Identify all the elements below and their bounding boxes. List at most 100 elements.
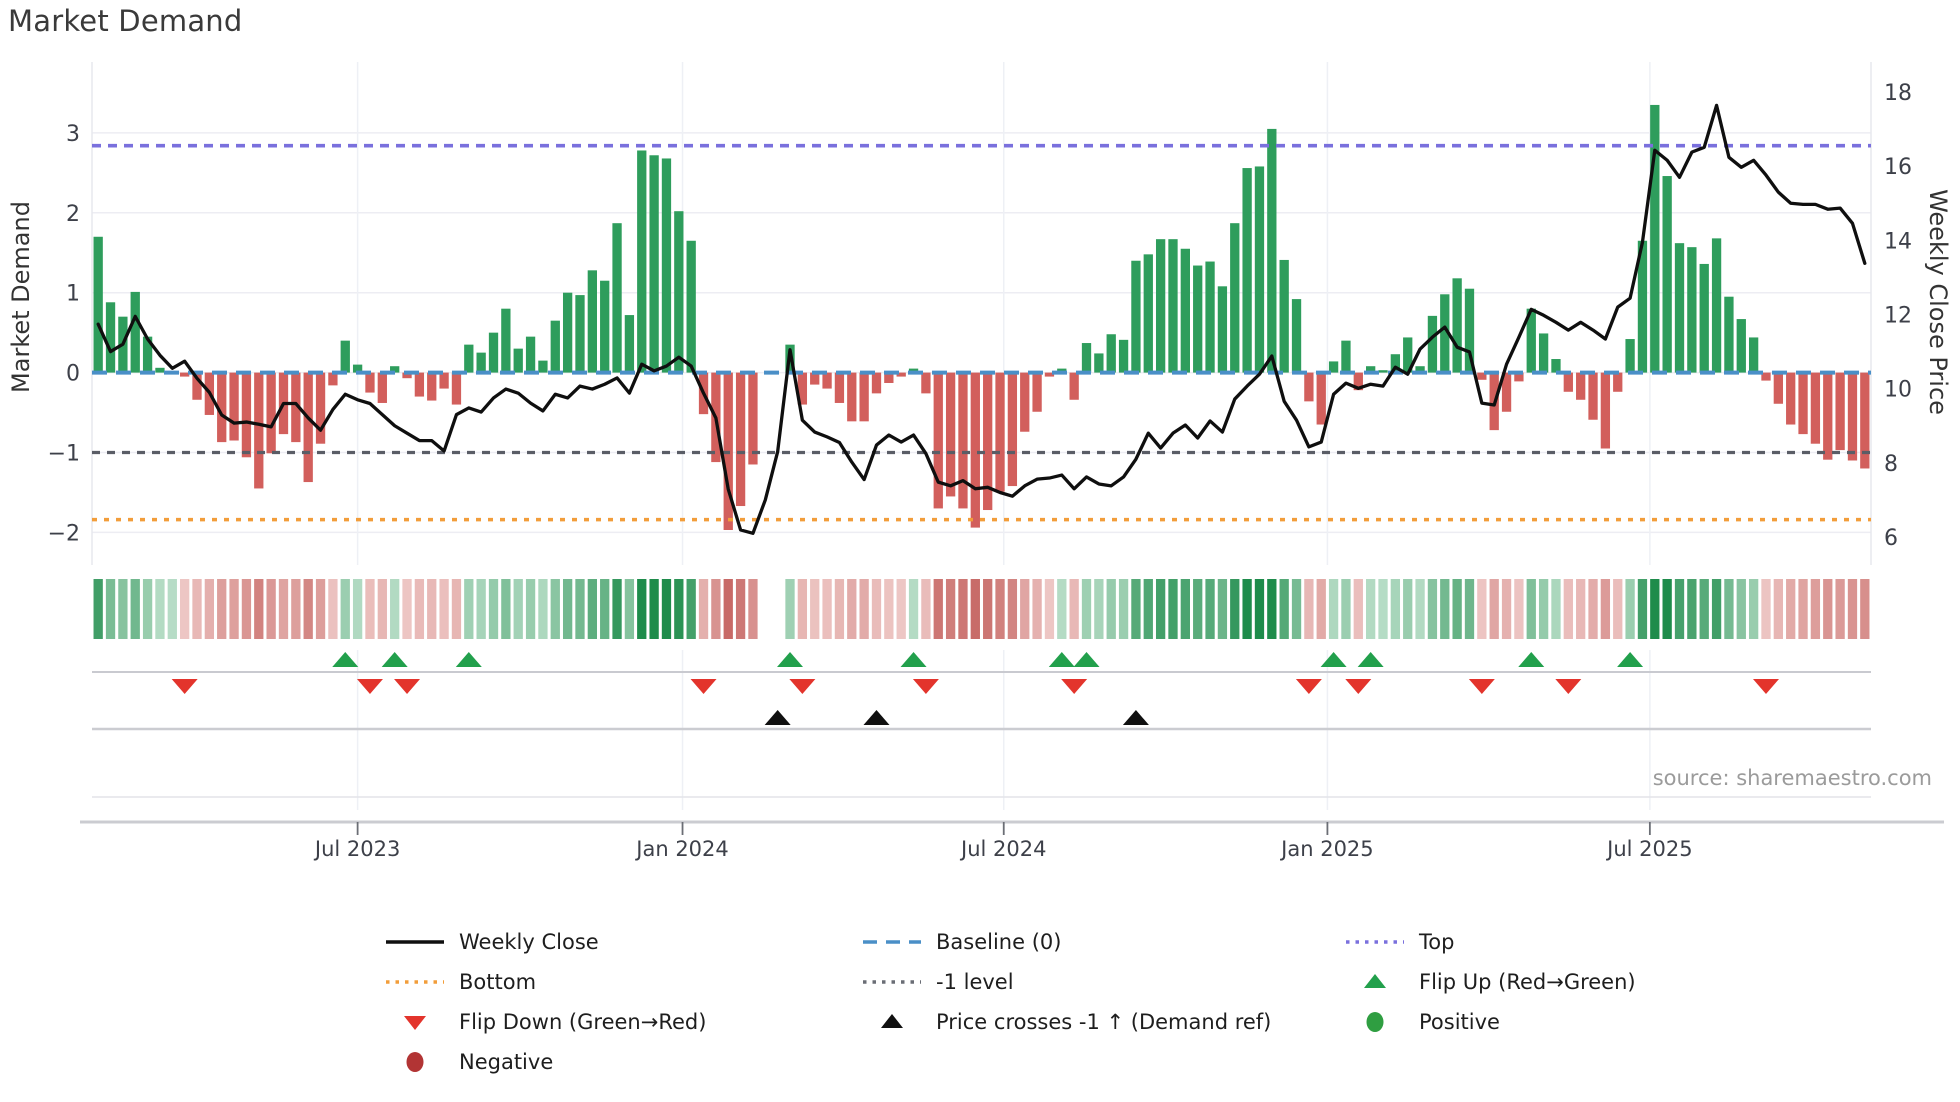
demand-bar bbox=[402, 372, 412, 379]
demand-bar bbox=[1724, 296, 1734, 373]
heatmap-cell bbox=[822, 579, 832, 639]
demand-bar bbox=[340, 340, 350, 373]
heatmap-cell bbox=[1773, 579, 1783, 639]
heatmap-cell bbox=[1106, 579, 1116, 639]
demand-bar bbox=[1279, 259, 1289, 373]
heatmap-cell bbox=[1131, 579, 1141, 639]
heatmap-cell bbox=[810, 579, 820, 639]
demand-bar bbox=[1205, 261, 1215, 373]
demand-bar bbox=[1267, 128, 1277, 373]
demand-bar bbox=[303, 372, 313, 483]
heatmap-cell bbox=[1230, 579, 1240, 639]
heatmap-cell bbox=[1193, 579, 1203, 639]
right-tick-label: 14 bbox=[1884, 229, 1912, 254]
demand-bars bbox=[93, 104, 1870, 531]
heatmap-cell bbox=[142, 579, 153, 639]
page-title: Market Demand bbox=[8, 4, 243, 38]
heatmap-cell bbox=[1613, 579, 1623, 639]
heatmap-cell bbox=[538, 579, 548, 639]
heatmap-cell bbox=[1489, 579, 1499, 639]
price-cross-marker bbox=[1122, 710, 1149, 725]
demand-bar bbox=[130, 291, 140, 373]
flip-down-marker bbox=[1061, 679, 1088, 694]
heatmap-cell bbox=[1353, 579, 1363, 639]
heatmap-cell bbox=[995, 579, 1005, 639]
flip-down-marker bbox=[171, 679, 198, 694]
demand-bar bbox=[600, 280, 610, 373]
flip-down-marker bbox=[394, 679, 421, 694]
heatmap-strip bbox=[93, 579, 1870, 639]
heatmap-cell bbox=[513, 579, 523, 639]
demand-bar bbox=[1761, 372, 1771, 381]
heatmap-cell bbox=[797, 579, 808, 639]
weekly-close-line bbox=[96, 103, 1867, 535]
price-cross-marker bbox=[863, 710, 890, 725]
demand-bar bbox=[575, 295, 585, 373]
heatmap-cell bbox=[315, 579, 326, 639]
heatmap-cell bbox=[958, 579, 968, 639]
demand-bar bbox=[142, 336, 153, 373]
demand-bar bbox=[414, 372, 425, 397]
heatmap-cell bbox=[637, 579, 647, 639]
demand-bar bbox=[1378, 370, 1388, 373]
heatmap-cell bbox=[266, 579, 276, 639]
demand-bar bbox=[871, 372, 882, 394]
demand-bar bbox=[105, 302, 116, 373]
heatmap-cell bbox=[1835, 579, 1845, 639]
demand-bar bbox=[1390, 354, 1401, 373]
heatmap-cell bbox=[1118, 579, 1129, 639]
demand-bar bbox=[1217, 286, 1228, 373]
x-axis-tick-label: Jan 2025 bbox=[1279, 837, 1374, 861]
demand-bar bbox=[1168, 239, 1178, 373]
heatmap-cell bbox=[1415, 579, 1425, 639]
demand-bar bbox=[1860, 372, 1870, 469]
demand-bar bbox=[1501, 372, 1512, 412]
flip-up-marker bbox=[381, 652, 408, 667]
heatmap-cell bbox=[439, 579, 449, 639]
heatmap-cell bbox=[1650, 579, 1660, 639]
heatmap-cell bbox=[291, 579, 301, 639]
flip-down-marker bbox=[690, 679, 717, 694]
demand-bar bbox=[315, 372, 326, 444]
heatmap-cell bbox=[1464, 579, 1475, 639]
heatmap-cell bbox=[1267, 579, 1277, 639]
heatmap-cell bbox=[1403, 579, 1413, 639]
demand-bar bbox=[1403, 337, 1413, 373]
demand-bar bbox=[748, 372, 758, 465]
heatmap-cell bbox=[649, 579, 659, 639]
demand-bar bbox=[822, 372, 832, 389]
heatmap-cell bbox=[390, 579, 400, 639]
demand-bar bbox=[1736, 319, 1746, 373]
heatmap-cell bbox=[303, 579, 313, 639]
demand-bar bbox=[1477, 372, 1487, 380]
demand-bar bbox=[217, 372, 227, 443]
heatmap-cell bbox=[1538, 579, 1549, 639]
flip-up-marker bbox=[332, 652, 359, 667]
price-cross-marker bbox=[764, 710, 791, 725]
demand-bar bbox=[1242, 168, 1252, 373]
demand-bar bbox=[1155, 239, 1166, 373]
heatmap-cell bbox=[1810, 579, 1821, 639]
demand-bar bbox=[352, 364, 363, 373]
heatmap-cell bbox=[464, 579, 474, 639]
flip-up-marker bbox=[1617, 652, 1644, 667]
heatmap-cell bbox=[1576, 579, 1586, 639]
heatmap-cell bbox=[1205, 579, 1215, 639]
heatmap-cell bbox=[1786, 579, 1796, 639]
x-axis-tick-label: Jan 2024 bbox=[634, 837, 729, 861]
left-tick-label: 0 bbox=[66, 362, 80, 387]
demand-bar bbox=[1786, 372, 1796, 425]
demand-bar bbox=[266, 372, 276, 454]
demand-bar bbox=[1600, 372, 1611, 449]
demand-bar bbox=[945, 372, 956, 497]
heatmap-cell bbox=[1588, 579, 1598, 639]
heatmap-cell bbox=[377, 579, 387, 639]
heatmap-cell bbox=[1291, 579, 1302, 639]
demand-bar bbox=[93, 236, 103, 373]
demand-bar bbox=[427, 372, 437, 401]
demand-bar bbox=[834, 372, 845, 403]
demand-bar bbox=[562, 292, 573, 373]
right-tick-label: 16 bbox=[1884, 155, 1912, 180]
heatmap-cell bbox=[785, 579, 795, 639]
